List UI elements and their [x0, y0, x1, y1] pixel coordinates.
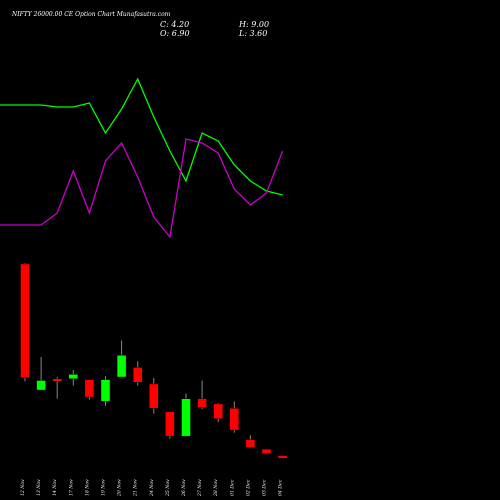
candle-02-dec: [245, 435, 256, 449]
indicator-lines: [0, 77, 284, 239]
candle-18-nov: [84, 379, 95, 400]
x-tick-label: 28 Nov: [213, 479, 219, 497]
candle-19-nov: [100, 376, 111, 406]
candle-body: [245, 439, 256, 448]
candle-body: [165, 411, 175, 437]
candle-body: [116, 355, 127, 378]
candle-body: [68, 374, 79, 379]
candle-body: [36, 380, 46, 391]
x-tick-label: 18 Nov: [84, 479, 90, 496]
x-tick-label: 12 Nov: [20, 479, 26, 496]
candle-25-nov: [165, 411, 175, 439]
candle-body: [52, 378, 62, 382]
x-tick-label: 17 Nov: [68, 479, 74, 496]
candle-27-nov: [197, 380, 207, 410]
candle-17-nov: [68, 370, 79, 386]
candle-26-nov: [181, 393, 191, 437]
candle-body: [213, 403, 223, 419]
x-tick-label: 20 Nov: [117, 479, 123, 497]
x-tick-label: 26 Nov: [181, 479, 187, 497]
candle-13-nov: [36, 357, 46, 391]
candle-03-dec: [261, 448, 272, 454]
candle-body: [84, 379, 95, 398]
candle-body: [20, 263, 30, 379]
indicator-line-2: [0, 138, 284, 239]
x-tick-label: 03 Dec: [262, 479, 268, 496]
x-tick-label: 01 Dec: [229, 479, 235, 496]
open-value: O: 6.90: [160, 29, 190, 38]
candle-28-nov: [213, 403, 223, 423]
x-tick-label: 02 Dec: [245, 479, 251, 496]
close-value: C: 4.20: [160, 20, 189, 29]
candle-20-nov: [116, 340, 127, 378]
candles: [20, 263, 288, 459]
x-tick-label: 14 Nov: [52, 479, 58, 496]
candle-14-nov: [52, 377, 62, 399]
candle-body: [132, 367, 143, 383]
candle-body: [261, 448, 272, 454]
x-tick-label: 21 Nov: [133, 479, 139, 497]
high-value: H: 9.00: [238, 20, 269, 29]
candle-body: [197, 398, 207, 408]
candle-01-dec: [229, 401, 240, 433]
chart-title: NIFTY 26000.00 CE Option Chart Munafasut…: [11, 11, 171, 18]
x-tick-label: 24 Nov: [149, 479, 155, 497]
x-tick-label: 13 Nov: [36, 479, 42, 496]
x-tick-label: 04 Dec: [278, 479, 284, 496]
candle-body: [229, 408, 240, 431]
low-value: L: 3.60: [238, 29, 267, 38]
indicator-line-1: [0, 77, 283, 196]
candle-body: [181, 398, 191, 437]
candle-body: [277, 455, 288, 459]
candle-24-nov: [149, 377, 159, 414]
candle-body: [149, 383, 159, 409]
candle-21-nov: [132, 361, 143, 386]
candle-body: [100, 379, 111, 402]
x-tick-label: 27 Nov: [197, 479, 203, 497]
x-tick-label: 25 Nov: [165, 479, 171, 497]
candle-12-nov: [20, 263, 30, 382]
candle-04-dec: [277, 455, 288, 459]
x-axis-ticks: 12 Nov 13 Nov 14 Nov 17 Nov 18 Nov 19 Nov 20 N…: [20, 479, 284, 497]
x-tick-label: 19 Nov: [101, 479, 107, 496]
